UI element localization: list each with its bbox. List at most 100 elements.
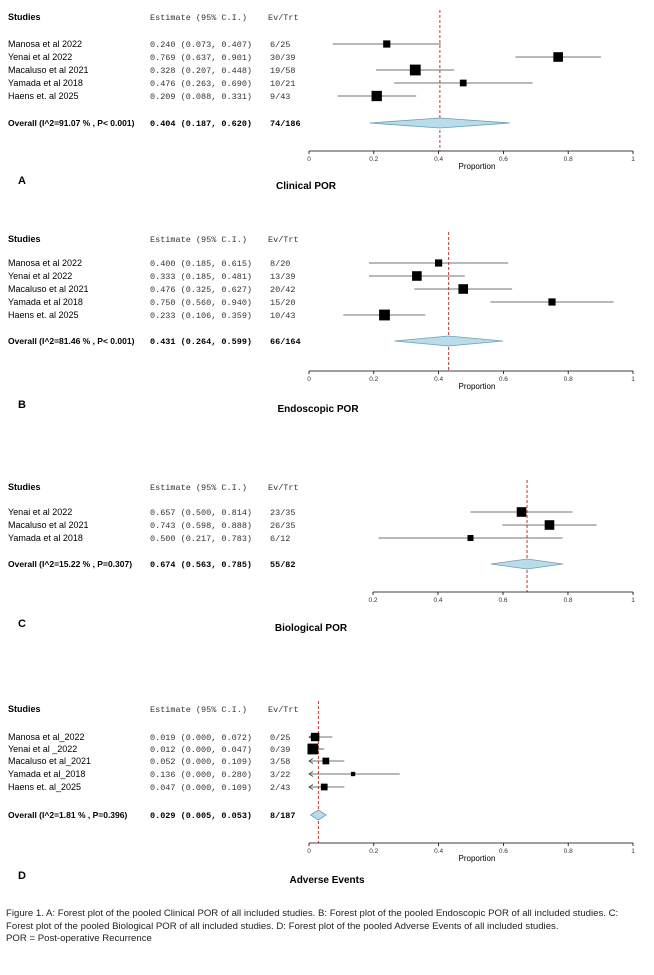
study-estimate-marker bbox=[548, 298, 556, 306]
overall-events: 8/187 bbox=[270, 811, 296, 821]
study-events: 23/35 bbox=[270, 508, 296, 518]
x-tick-label: 0.6 bbox=[499, 156, 508, 163]
x-tick-label: 0.4 bbox=[434, 376, 443, 383]
study-estimate: 0.012 (0.000, 0.047) bbox=[150, 745, 252, 755]
pooled-estimate-diamond bbox=[369, 117, 510, 129]
study-estimate-marker bbox=[459, 79, 467, 87]
study-name: Haens et. al_2025 bbox=[8, 782, 81, 792]
column-header-events: Ev/Trt bbox=[268, 13, 299, 23]
column-header-studies: Studies bbox=[8, 12, 41, 22]
ci-truncation-arrow bbox=[308, 771, 314, 777]
study-estimate: 0.769 (0.637, 0.901) bbox=[150, 53, 252, 63]
overall-events: 66/164 bbox=[270, 337, 301, 347]
study-events: 0/25 bbox=[270, 733, 290, 743]
study-events: 3/22 bbox=[270, 770, 290, 780]
column-header-estimate: Estimate (95% C.I.) bbox=[150, 13, 247, 23]
study-estimate: 0.209 (0.088, 0.331) bbox=[150, 92, 252, 102]
overall-label: Overall (I^2=81.46 % , P< 0.001) bbox=[8, 336, 135, 346]
study-estimate: 0.136 (0.000, 0.280) bbox=[150, 770, 252, 780]
study-name: Manosa et al 2022 bbox=[8, 39, 82, 49]
x-tick-label: 0.8 bbox=[564, 156, 573, 163]
study-estimate-marker bbox=[320, 783, 328, 791]
x-tick-label: 1 bbox=[631, 376, 635, 383]
study-estimate-marker bbox=[379, 309, 390, 321]
x-tick-label: 0 bbox=[307, 156, 311, 163]
study-name: Macaluso et al 2021 bbox=[8, 65, 89, 75]
study-events: 8/20 bbox=[270, 259, 290, 269]
study-events: 3/58 bbox=[270, 757, 290, 767]
panel-title: Biological POR bbox=[275, 623, 348, 634]
study-events: 13/39 bbox=[270, 272, 296, 282]
overall-estimate: 0.431 (0.264, 0.599) bbox=[150, 337, 252, 347]
column-header-estimate: Estimate (95% C.I.) bbox=[150, 705, 247, 715]
panel-label: C bbox=[18, 618, 26, 630]
x-tick-label: 0.4 bbox=[434, 156, 443, 163]
study-estimate-marker bbox=[544, 520, 555, 530]
column-header-events: Ev/Trt bbox=[268, 235, 299, 245]
study-name: Yenai et al 2022 bbox=[8, 271, 72, 281]
study-estimate-marker bbox=[310, 732, 320, 742]
overall-label: Overall (I^2=1.81 % , P=0.396) bbox=[8, 810, 127, 820]
column-header-events: Ev/Trt bbox=[268, 705, 299, 715]
study-events: 19/58 bbox=[270, 66, 296, 76]
study-estimate-marker bbox=[553, 52, 563, 62]
study-estimate-marker bbox=[322, 757, 330, 765]
study-estimate: 0.476 (0.325, 0.627) bbox=[150, 285, 252, 295]
panel-title: Adverse Events bbox=[289, 875, 364, 886]
study-events: 20/42 bbox=[270, 285, 296, 295]
study-estimate: 0.657 (0.500, 0.814) bbox=[150, 508, 252, 518]
study-estimate-marker bbox=[435, 259, 443, 267]
study-estimate: 0.019 (0.000, 0.072) bbox=[150, 733, 252, 743]
x-tick-label: 1 bbox=[631, 597, 635, 604]
study-estimate-marker bbox=[383, 40, 391, 48]
study-events: 9/43 bbox=[270, 92, 290, 102]
overall-events: 55/82 bbox=[270, 560, 296, 570]
study-name: Manosa et al 2022 bbox=[8, 258, 82, 268]
caption-abbreviation: POR = Post-operative Recurrence bbox=[6, 933, 152, 945]
study-events: 2/43 bbox=[270, 783, 290, 793]
x-tick-label: 0 bbox=[307, 848, 311, 855]
x-tick-label: 0 bbox=[307, 376, 311, 383]
panel-label: A bbox=[18, 175, 26, 187]
figure-caption: Figure 1. A: Forest plot of the pooled C… bbox=[6, 908, 646, 946]
pooled-estimate-diamond bbox=[490, 558, 564, 570]
study-estimate: 0.333 (0.185, 0.481) bbox=[150, 272, 252, 282]
column-header-estimate: Estimate (95% C.I.) bbox=[150, 483, 247, 493]
x-tick-label: 0.4 bbox=[434, 848, 443, 855]
study-events: 26/35 bbox=[270, 521, 296, 531]
study-estimate-marker bbox=[409, 64, 421, 76]
study-name: Yamada et al 2018 bbox=[8, 78, 83, 88]
x-tick-label: 0.8 bbox=[564, 376, 573, 383]
study-estimate: 0.500 (0.217, 0.783) bbox=[150, 534, 252, 544]
x-tick-label: 0.8 bbox=[563, 597, 572, 604]
x-tick-label: 0.4 bbox=[433, 597, 442, 604]
forest-panel-a: Studies Estimate (95% C.I.) Ev/Trt Manosa e… bbox=[8, 10, 635, 192]
study-name: Haens et. al 2025 bbox=[8, 310, 79, 320]
study-estimate-marker bbox=[516, 507, 527, 517]
study-estimate-marker bbox=[307, 743, 319, 755]
x-tick-label: 1 bbox=[631, 848, 635, 855]
overall-estimate: 0.029 (0.005, 0.053) bbox=[150, 811, 252, 821]
pooled-estimate-diamond bbox=[394, 335, 504, 347]
study-estimate-marker bbox=[467, 535, 474, 541]
study-estimate: 0.743 (0.598, 0.888) bbox=[150, 521, 252, 531]
overall-estimate: 0.404 (0.187, 0.620) bbox=[150, 119, 252, 129]
study-events: 10/43 bbox=[270, 311, 296, 321]
study-estimate-marker bbox=[350, 771, 356, 777]
study-name: Macaluso et al 2021 bbox=[8, 284, 89, 294]
study-name: Macaluso et al 2021 bbox=[8, 520, 89, 530]
study-events: 6/12 bbox=[270, 534, 290, 544]
x-tick-label: 0.2 bbox=[369, 376, 378, 383]
column-header-studies: Studies bbox=[8, 234, 41, 244]
study-estimate: 0.052 (0.000, 0.109) bbox=[150, 757, 252, 767]
ci-truncation-arrow bbox=[308, 784, 314, 790]
forest-panel-b: Studies Estimate (95% C.I.) Ev/Trt Manosa e… bbox=[8, 232, 635, 415]
x-tick-label: 0.8 bbox=[564, 848, 573, 855]
study-estimate: 0.233 (0.106, 0.359) bbox=[150, 311, 252, 321]
overall-events: 74/186 bbox=[270, 119, 301, 129]
study-name: Yenai et al 2022 bbox=[8, 507, 72, 517]
study-name: Yenai et al 2022 bbox=[8, 52, 72, 62]
study-estimate: 0.047 (0.000, 0.109) bbox=[150, 783, 252, 793]
overall-label: Overall (I^2=91.07 % , P< 0.001) bbox=[8, 118, 135, 128]
study-estimate: 0.750 (0.560, 0.940) bbox=[150, 298, 252, 308]
